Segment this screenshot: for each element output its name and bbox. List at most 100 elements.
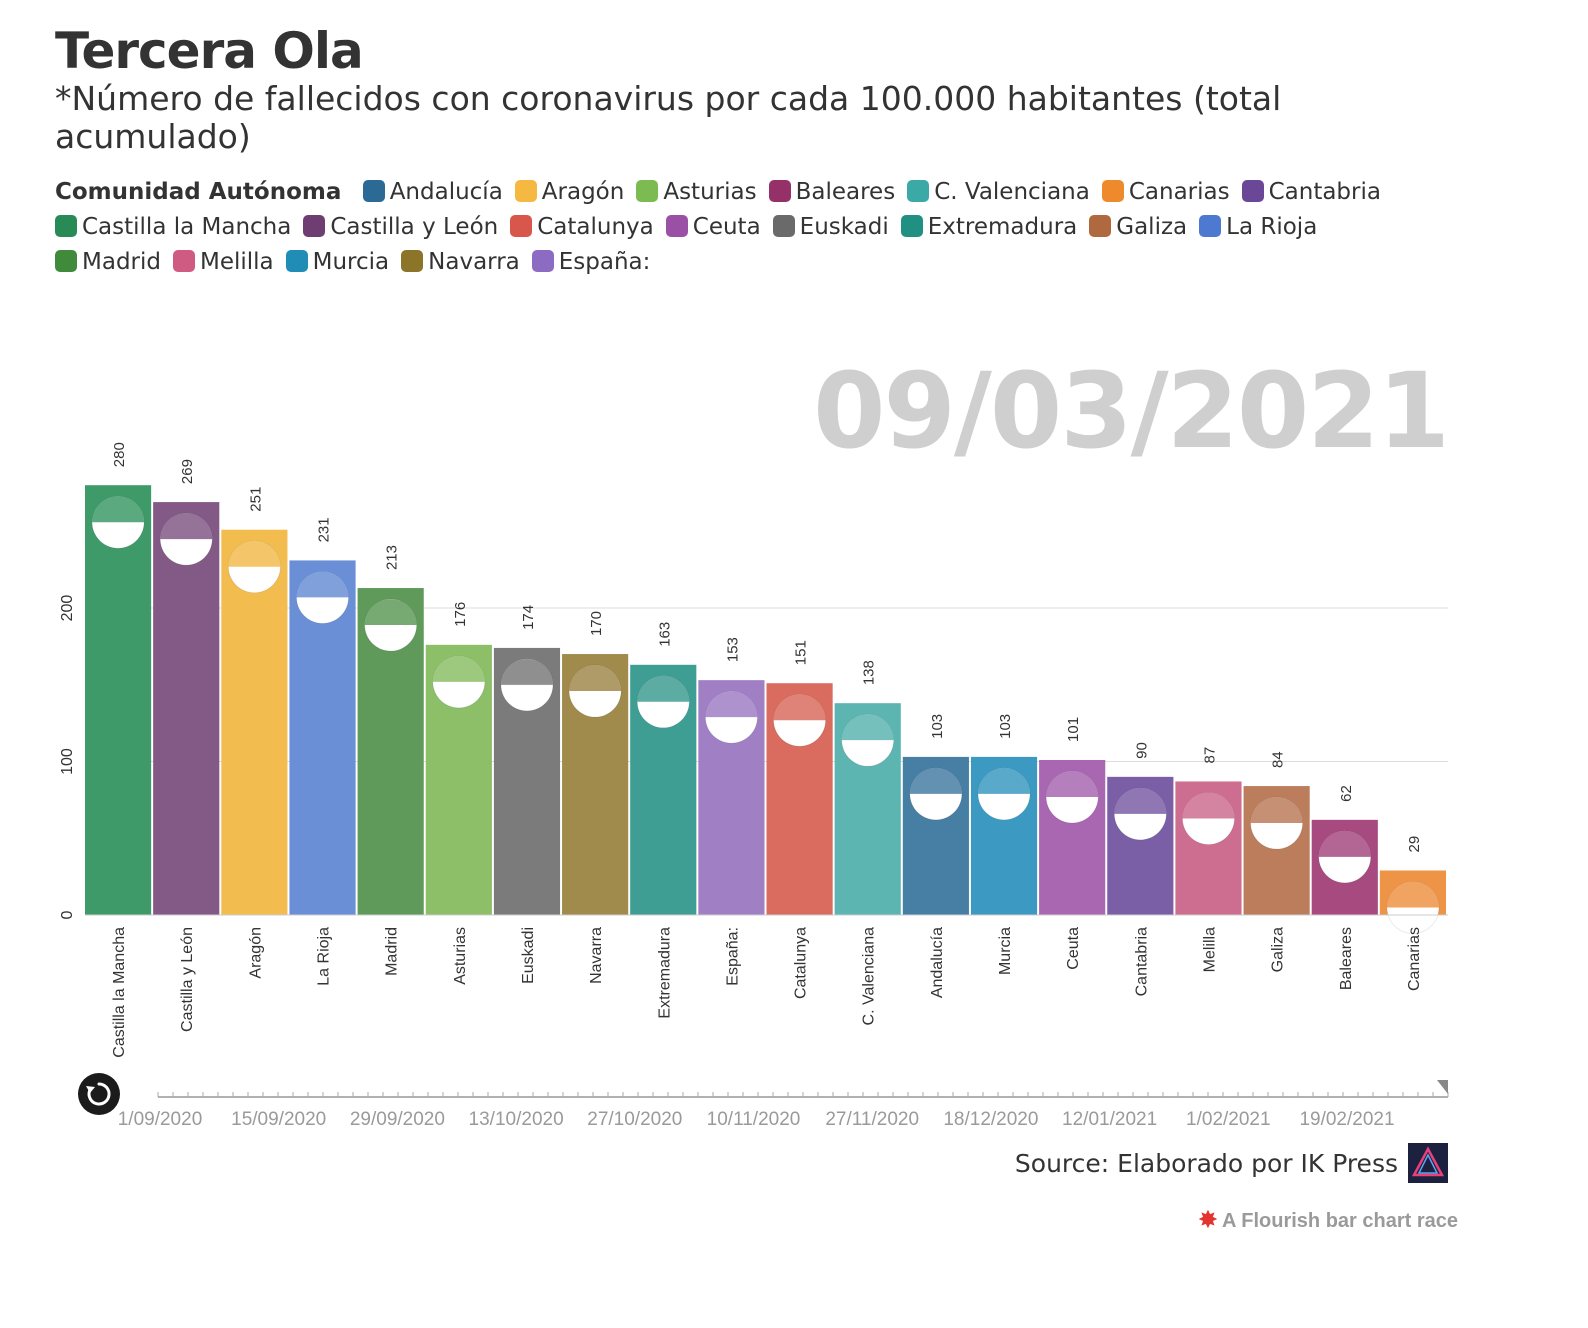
legend-swatch <box>768 180 791 202</box>
category-label: Catalunya <box>793 927 810 999</box>
legend-label: Canarias <box>1128 179 1230 205</box>
category-label: Melilla <box>1201 927 1218 972</box>
flag-icon-half <box>909 767 962 794</box>
flourish-credit[interactable]: ✸ A Flourish bar chart race <box>1199 1207 1458 1233</box>
legend-swatch <box>1241 180 1264 202</box>
bar-value-label: 269 <box>179 459 196 484</box>
legend-label: Andalucía <box>389 179 503 205</box>
bar-value-label: 176 <box>452 602 469 627</box>
legend-item[interactable]: Asturias <box>636 175 757 210</box>
bar-value-label: 174 <box>520 605 537 630</box>
legend-label: Navarra <box>428 249 520 275</box>
flag-icon-half <box>296 571 349 598</box>
flag-icon-half <box>1250 797 1303 824</box>
legend-swatch <box>55 215 77 237</box>
timeline-label: 1/09/2020 <box>118 1109 203 1130</box>
legend-item[interactable]: Castilla y León <box>303 210 498 245</box>
y-tick-label: 200 <box>59 595 76 622</box>
timeline-label: 13/10/2020 <box>469 1109 564 1130</box>
legend-label: Extremadura <box>927 214 1078 240</box>
legend-swatch <box>1101 180 1124 202</box>
bar-value-label: 103 <box>929 714 946 739</box>
bar-value-label: 163 <box>656 622 673 647</box>
category-label: Murcia <box>997 927 1014 975</box>
legend-item[interactable]: Aragón <box>514 175 624 210</box>
timeline-label: 10/11/2020 <box>707 1109 801 1130</box>
bar-value-label: 62 <box>1338 785 1355 802</box>
category-label: España: <box>724 927 741 986</box>
legend-item[interactable]: Ceuta <box>665 210 761 245</box>
legend-label: La Rioja <box>1226 214 1318 240</box>
legend-item[interactable]: Melilla <box>172 245 274 280</box>
legend-item[interactable]: La Rioja <box>1199 210 1317 245</box>
chart-title: Tercera Ola <box>55 22 364 80</box>
legend-item[interactable]: España: <box>531 245 650 280</box>
legend-swatch <box>900 215 923 237</box>
legend-swatch <box>514 180 537 202</box>
legend-swatch <box>285 250 308 272</box>
bar-value-label: 87 <box>1201 747 1218 764</box>
legend-item[interactable]: Canarias <box>1101 175 1230 210</box>
legend-label: C. Valenciana <box>934 179 1090 205</box>
flag-icon-half <box>773 694 826 721</box>
legend-item[interactable]: Baleares <box>768 175 896 210</box>
legend-item[interactable]: Madrid <box>55 245 161 280</box>
legend-swatch <box>907 180 930 202</box>
legend-item[interactable]: Navarra <box>401 245 520 280</box>
legend-item[interactable]: Murcia <box>285 245 389 280</box>
flag-icon-half <box>637 675 690 702</box>
flag-icon-half <box>841 714 894 741</box>
category-label: Euskadi <box>520 927 537 984</box>
bar-value-label: 231 <box>316 517 333 542</box>
bar-value-label: 103 <box>997 714 1014 739</box>
category-label: Aragón <box>247 927 264 979</box>
category-label: Madrid <box>384 927 401 976</box>
legend-item[interactable]: Extremadura <box>900 210 1078 245</box>
flag-icon-half <box>1046 770 1099 797</box>
legend-item[interactable]: Cantabria <box>1241 175 1381 210</box>
legend: Comunidad Autónoma Andalucía Aragón Asturi… <box>55 175 1435 280</box>
legend-item[interactable]: Andalucía <box>362 175 503 210</box>
legend-title: Comunidad Autónoma <box>55 179 342 205</box>
bar-chart: 0 100 200 280 Castilla la Mancha 269 Castilla … <box>59 442 1448 1058</box>
legend-swatch <box>303 215 326 237</box>
flag-icon-half <box>364 599 417 626</box>
flag-icon-half <box>1114 787 1167 814</box>
legend-item[interactable]: C. Valenciana <box>907 175 1090 210</box>
legend-label: Ceuta <box>692 214 761 240</box>
category-label: La Rioja <box>316 927 333 986</box>
legend-swatch <box>362 180 385 202</box>
legend-item[interactable]: Euskadi <box>772 210 889 245</box>
category-label: Extremadura <box>656 927 673 1019</box>
timeline-label: 12/01/2021 <box>1062 1109 1157 1130</box>
timeline-label: 27/11/2020 <box>825 1109 919 1130</box>
bar-value-label: 90 <box>1133 742 1150 759</box>
date-label: 09/03/2021 <box>813 350 1450 472</box>
legend-item[interactable]: Galiza <box>1089 210 1187 245</box>
bar-value-label: 151 <box>793 640 810 665</box>
legend-swatch <box>172 250 195 272</box>
category-label: Navarra <box>588 927 605 984</box>
legend-label: Galiza <box>1116 214 1188 240</box>
flag-icon-half <box>228 540 281 567</box>
flourish-text: A Flourish bar chart race <box>1222 1210 1458 1232</box>
flag-icon-half <box>92 496 145 523</box>
category-label: Castilla y León <box>179 927 196 1032</box>
flag-icon-half <box>160 513 213 540</box>
timeline-label: 19/02/2021 <box>1299 1109 1394 1130</box>
legend-swatch <box>55 250 77 272</box>
flag-icon-half <box>1318 830 1371 857</box>
legend-label: Melilla <box>199 249 274 275</box>
legend-swatch <box>510 215 533 237</box>
category-label: Baleares <box>1338 927 1355 990</box>
flag-icon-half <box>978 767 1031 794</box>
legend-swatch <box>636 180 659 202</box>
bar-value-label: 84 <box>1270 751 1287 768</box>
bar-value-label: 251 <box>247 487 264 512</box>
legend-label: Baleares <box>795 179 896 205</box>
legend-item[interactable]: Catalunya <box>510 210 654 245</box>
flag-icon-half <box>500 658 553 685</box>
replay-button[interactable] <box>78 1073 120 1115</box>
bar-value-label: 213 <box>384 545 401 570</box>
legend-item[interactable]: Castilla la Mancha <box>55 210 291 245</box>
